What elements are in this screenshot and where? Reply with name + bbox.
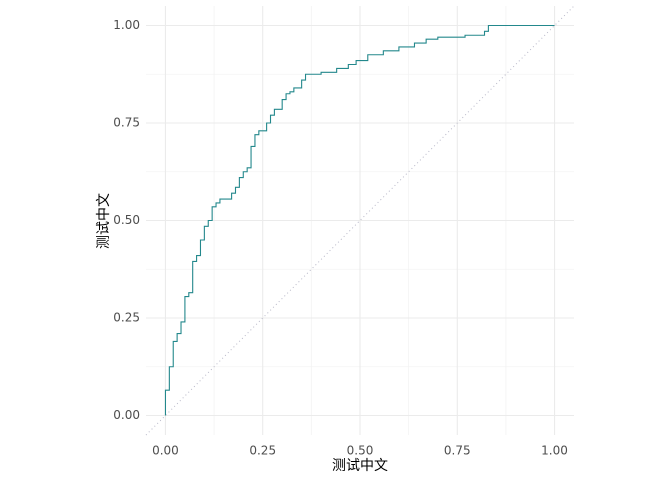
y-tick-label: 1.00 <box>113 18 140 32</box>
y-tick-label: 0.50 <box>113 213 140 227</box>
roc-line <box>164 24 555 416</box>
x-tick-label: 1.00 <box>541 444 568 458</box>
x-axis-title: 测试中文 <box>332 458 388 474</box>
x-tick-label: 0.50 <box>347 444 374 458</box>
x-tick-label: 0.25 <box>249 444 276 458</box>
x-tick-label: 0.75 <box>444 444 471 458</box>
y-tick-label: 0.25 <box>113 311 140 325</box>
y-tick-label: 0.75 <box>113 116 140 130</box>
y-tick-label: 0.00 <box>113 408 140 422</box>
y-axis-title: 测试中文 <box>96 193 112 249</box>
x-tick-label: 0.00 <box>152 444 179 458</box>
reference-line <box>145 5 575 436</box>
